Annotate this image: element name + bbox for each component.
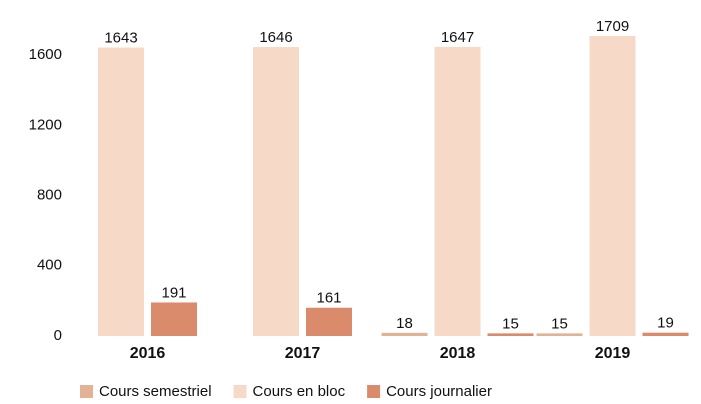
data-label: 161: [316, 290, 341, 307]
bar: [536, 333, 583, 336]
data-label: 1646: [259, 29, 292, 46]
data-label: 1709: [596, 18, 629, 35]
legend-label: Cours semestriel: [99, 383, 212, 400]
x-tick-label: 2018: [440, 345, 476, 362]
y-tick-label: 0: [54, 327, 62, 344]
y-tick-label: 1600: [29, 46, 62, 63]
legend-label: Cours journalier: [386, 383, 492, 400]
legend-swatch: [80, 385, 93, 398]
bar: [487, 333, 534, 336]
y-tick-label: 1200: [29, 116, 62, 133]
data-label: 18: [396, 315, 413, 332]
legend-label: Cours en bloc: [253, 383, 346, 400]
data-label: 191: [161, 284, 186, 301]
bar: [151, 302, 197, 336]
y-tick-label: 400: [37, 257, 62, 274]
data-label: 1643: [104, 30, 137, 47]
x-tick-label: 2019: [595, 345, 631, 362]
legend-swatch: [233, 385, 247, 398]
data-label: 15: [502, 315, 519, 332]
y-tick-label: 800: [37, 187, 62, 204]
x-tick-label: 2017: [285, 345, 321, 362]
bar: [253, 47, 299, 337]
data-label: 15: [551, 315, 568, 332]
bar: [381, 332, 428, 336]
data-label: 19: [657, 315, 674, 332]
bar: [306, 307, 352, 336]
bar: [98, 47, 144, 336]
bar: [589, 35, 636, 336]
data-label: 1647: [441, 29, 474, 46]
legend-swatch: [367, 385, 381, 398]
bar: [642, 332, 689, 336]
x-tick-label: 2016: [130, 345, 166, 362]
bar: [434, 46, 481, 337]
